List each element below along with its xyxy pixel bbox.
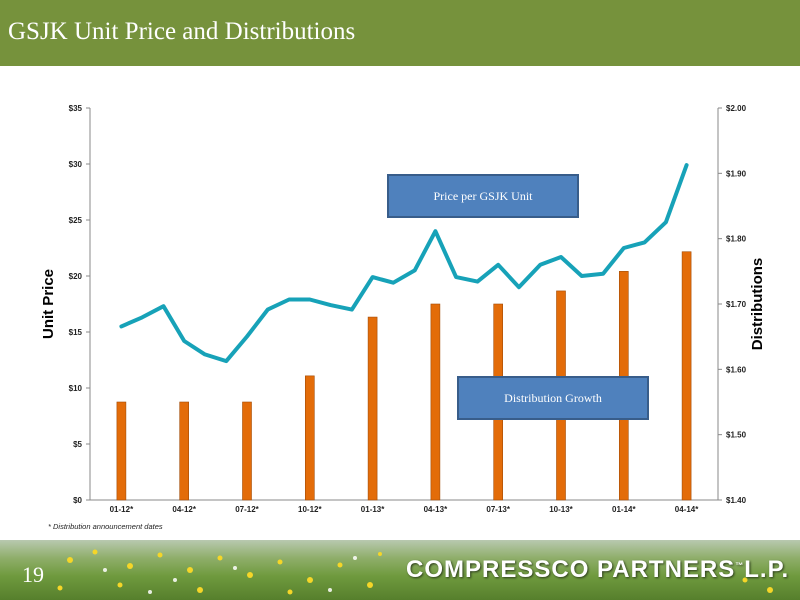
right-tick-label: $2.00	[726, 104, 747, 113]
left-tick-label: $15	[69, 328, 83, 337]
price-distribution-chart: $0 $5 $10 $15 $20 $25 $30 $35 $1.40 $1.50 $1.60 $1.…	[40, 104, 766, 514]
right-tick-label: $1.70	[726, 300, 747, 309]
distribution-bar	[430, 303, 441, 501]
left-tick-label: $10	[69, 384, 83, 393]
x-tick-label: 04-12*	[172, 505, 196, 514]
right-axis-title: Distributions	[749, 258, 766, 351]
distribution-bar	[304, 375, 315, 501]
left-tick-label: $0	[73, 496, 82, 505]
distribution-bar	[681, 251, 692, 501]
slide-title: GSJK Unit Price and Distributions	[8, 18, 356, 45]
distribution-bar	[116, 401, 127, 501]
right-tick-label: $1.80	[726, 235, 747, 244]
distribution-bar	[179, 401, 189, 501]
distribution-bar	[367, 316, 378, 501]
callout-distribution: Distribution Growth	[457, 376, 649, 420]
x-tick-label: 07-12*	[235, 505, 259, 514]
callout-price: Price per GSJK Unit	[387, 174, 579, 218]
x-tick-label: 04-14*	[675, 505, 699, 514]
footer-meadow-image	[0, 540, 800, 600]
page-number: 19	[22, 562, 44, 587]
brand-suffix: L.P.	[744, 556, 790, 583]
left-tick-label: $25	[69, 216, 83, 225]
left-tick-label: $20	[69, 272, 83, 281]
x-tick-label: 04-13*	[424, 505, 448, 514]
right-tick-label: $1.40	[726, 496, 747, 505]
callout-distribution-label: Distribution Growth	[504, 390, 602, 405]
left-tick-label: $35	[69, 104, 83, 113]
trademark-mark: ™	[735, 561, 745, 570]
left-tick-label: $30	[69, 160, 83, 169]
x-tick-label: 10-13*	[549, 505, 573, 514]
footnote: * Distribution announcement dates	[48, 522, 163, 531]
x-tick-label: 10-12*	[298, 505, 322, 514]
unit-price-line	[119, 163, 689, 364]
distribution-bar	[242, 401, 252, 501]
title-bar: GSJK Unit Price and Distributions	[0, 0, 800, 66]
callout-price-label: Price per GSJK Unit	[433, 188, 533, 203]
x-tick-label: 01-13*	[361, 505, 385, 514]
x-tick-label: 07-13*	[486, 505, 510, 514]
right-tick-label: $1.60	[726, 365, 747, 374]
brand-name: COMPRESSCO PARTNERS	[406, 556, 736, 583]
x-tick-label: 01-12*	[110, 505, 134, 514]
left-axis-title: Unit Price	[40, 269, 57, 339]
meadow-flowers-decoration	[57, 549, 773, 595]
right-tick-label: $1.50	[726, 431, 747, 440]
company-logo: COMPRESSCO PARTNERS™L.P.	[406, 556, 789, 584]
left-tick-label: $5	[73, 440, 82, 449]
x-tick-label: 01-14*	[612, 505, 636, 514]
right-tick-label: $1.90	[726, 169, 747, 178]
